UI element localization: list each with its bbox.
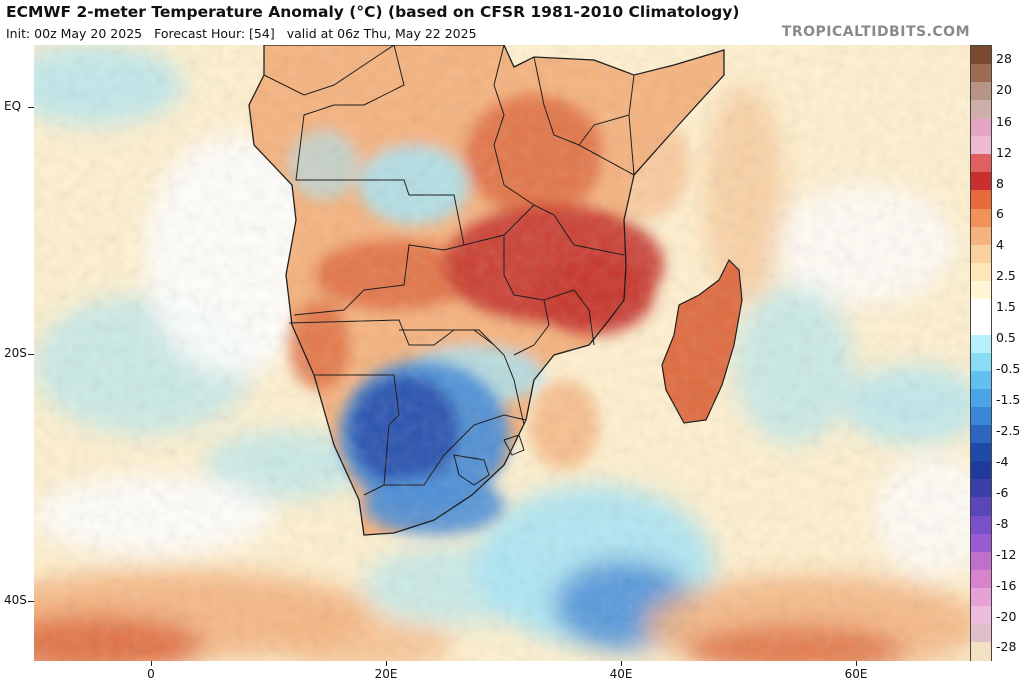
site-brand[interactable]: TROPICALTIDBITS.COM bbox=[781, 24, 970, 40]
lon-tick bbox=[621, 661, 622, 666]
colorbar-segment bbox=[971, 100, 991, 119]
lon-label-60e: 60E bbox=[844, 667, 868, 681]
colorbar-label: 12 bbox=[996, 145, 1012, 160]
valid-time: valid at 06z Thu, May 22 2025 bbox=[286, 26, 477, 41]
colorbar-segment bbox=[971, 551, 991, 571]
colorbar-segment bbox=[971, 425, 991, 444]
colorbar-label: 4 bbox=[996, 237, 1004, 252]
colorbar-segment bbox=[971, 353, 991, 372]
lon-label-40e: 40E bbox=[609, 667, 633, 681]
colorbar-segment bbox=[971, 262, 991, 282]
colorbar-segment bbox=[971, 461, 991, 480]
colorbar-label: 8 bbox=[996, 176, 1004, 191]
colorbar-segment bbox=[971, 208, 991, 228]
map-subtitle: Init: 00z May 20 2025 Forecast Hour: [54… bbox=[6, 26, 485, 41]
colorbar bbox=[970, 45, 992, 661]
lon-label-20e: 20E bbox=[374, 667, 398, 681]
colorbar-segment bbox=[971, 443, 991, 462]
colorbar-segment bbox=[971, 371, 991, 390]
colorbar-label: 6 bbox=[996, 206, 1004, 221]
colorbar-label: -20 bbox=[996, 609, 1017, 624]
lat-label-eq: EQ bbox=[4, 99, 22, 113]
colorbar-segment bbox=[971, 389, 991, 408]
colorbar-segment bbox=[971, 334, 991, 354]
colorbar-segment bbox=[971, 497, 991, 517]
colorbar-label: 28 bbox=[996, 51, 1012, 66]
colorbar-label: -12 bbox=[996, 547, 1017, 562]
colorbar-segment bbox=[971, 569, 991, 589]
colorbar-segment bbox=[971, 64, 991, 83]
colorbar-segment bbox=[971, 298, 991, 318]
lat-label-20s: 20S bbox=[4, 346, 27, 360]
lon-label-0: 0 bbox=[147, 667, 155, 681]
colorbar-segment bbox=[971, 280, 991, 300]
colorbar-segment bbox=[971, 244, 991, 264]
colorbar-label: -1.5 bbox=[996, 392, 1021, 407]
colorbar-segment bbox=[971, 154, 991, 173]
lon-tick bbox=[151, 661, 152, 666]
colorbar-label: -2.5 bbox=[996, 423, 1021, 438]
colorbar-segment bbox=[971, 533, 991, 553]
lon-tick bbox=[856, 661, 857, 666]
map-title: ECMWF 2-meter Temperature Anomaly (°C) (… bbox=[6, 3, 740, 21]
map-canvas bbox=[34, 45, 970, 661]
init-time: Init: 00z May 20 2025 bbox=[6, 26, 143, 41]
colorbar-label: -6 bbox=[996, 485, 1009, 500]
lat-label-40s: 40S bbox=[4, 593, 27, 607]
colorbar-label: -8 bbox=[996, 516, 1009, 531]
colorbar-segment bbox=[971, 641, 991, 661]
colorbar-segment bbox=[971, 46, 991, 65]
lon-tick bbox=[386, 661, 387, 666]
lat-tick bbox=[28, 601, 34, 602]
colorbar-label: -16 bbox=[996, 578, 1017, 593]
colorbar-segment bbox=[971, 190, 991, 210]
colorbar-label: 16 bbox=[996, 114, 1012, 129]
colorbar-segment bbox=[971, 407, 991, 426]
colorbar-segment bbox=[971, 587, 991, 607]
colorbar-label: 1.5 bbox=[996, 299, 1016, 314]
colorbar-segment bbox=[971, 136, 991, 155]
colorbar-label: -4 bbox=[996, 454, 1009, 469]
colorbar-segment bbox=[971, 479, 991, 499]
anomaly-map[interactable] bbox=[34, 45, 970, 661]
forecast-hour: Forecast Hour: [54] bbox=[154, 26, 275, 41]
colorbar-label: -0.5 bbox=[996, 361, 1021, 376]
colorbar-segment bbox=[971, 82, 991, 101]
colorbar-label: 0.5 bbox=[996, 330, 1016, 345]
lat-tick bbox=[28, 354, 34, 355]
texture-overlay bbox=[34, 45, 970, 661]
colorbar-segment bbox=[971, 172, 991, 192]
lat-tick bbox=[28, 107, 34, 108]
colorbar-segment bbox=[971, 605, 991, 625]
colorbar-segment bbox=[971, 118, 991, 137]
colorbar-label: 2.5 bbox=[996, 268, 1016, 283]
colorbar-segment bbox=[971, 515, 991, 535]
colorbar-segment bbox=[971, 316, 991, 336]
colorbar-segment bbox=[971, 226, 991, 246]
colorbar-segment bbox=[971, 623, 991, 643]
colorbar-label: -28 bbox=[996, 639, 1017, 654]
colorbar-label: 20 bbox=[996, 82, 1012, 97]
